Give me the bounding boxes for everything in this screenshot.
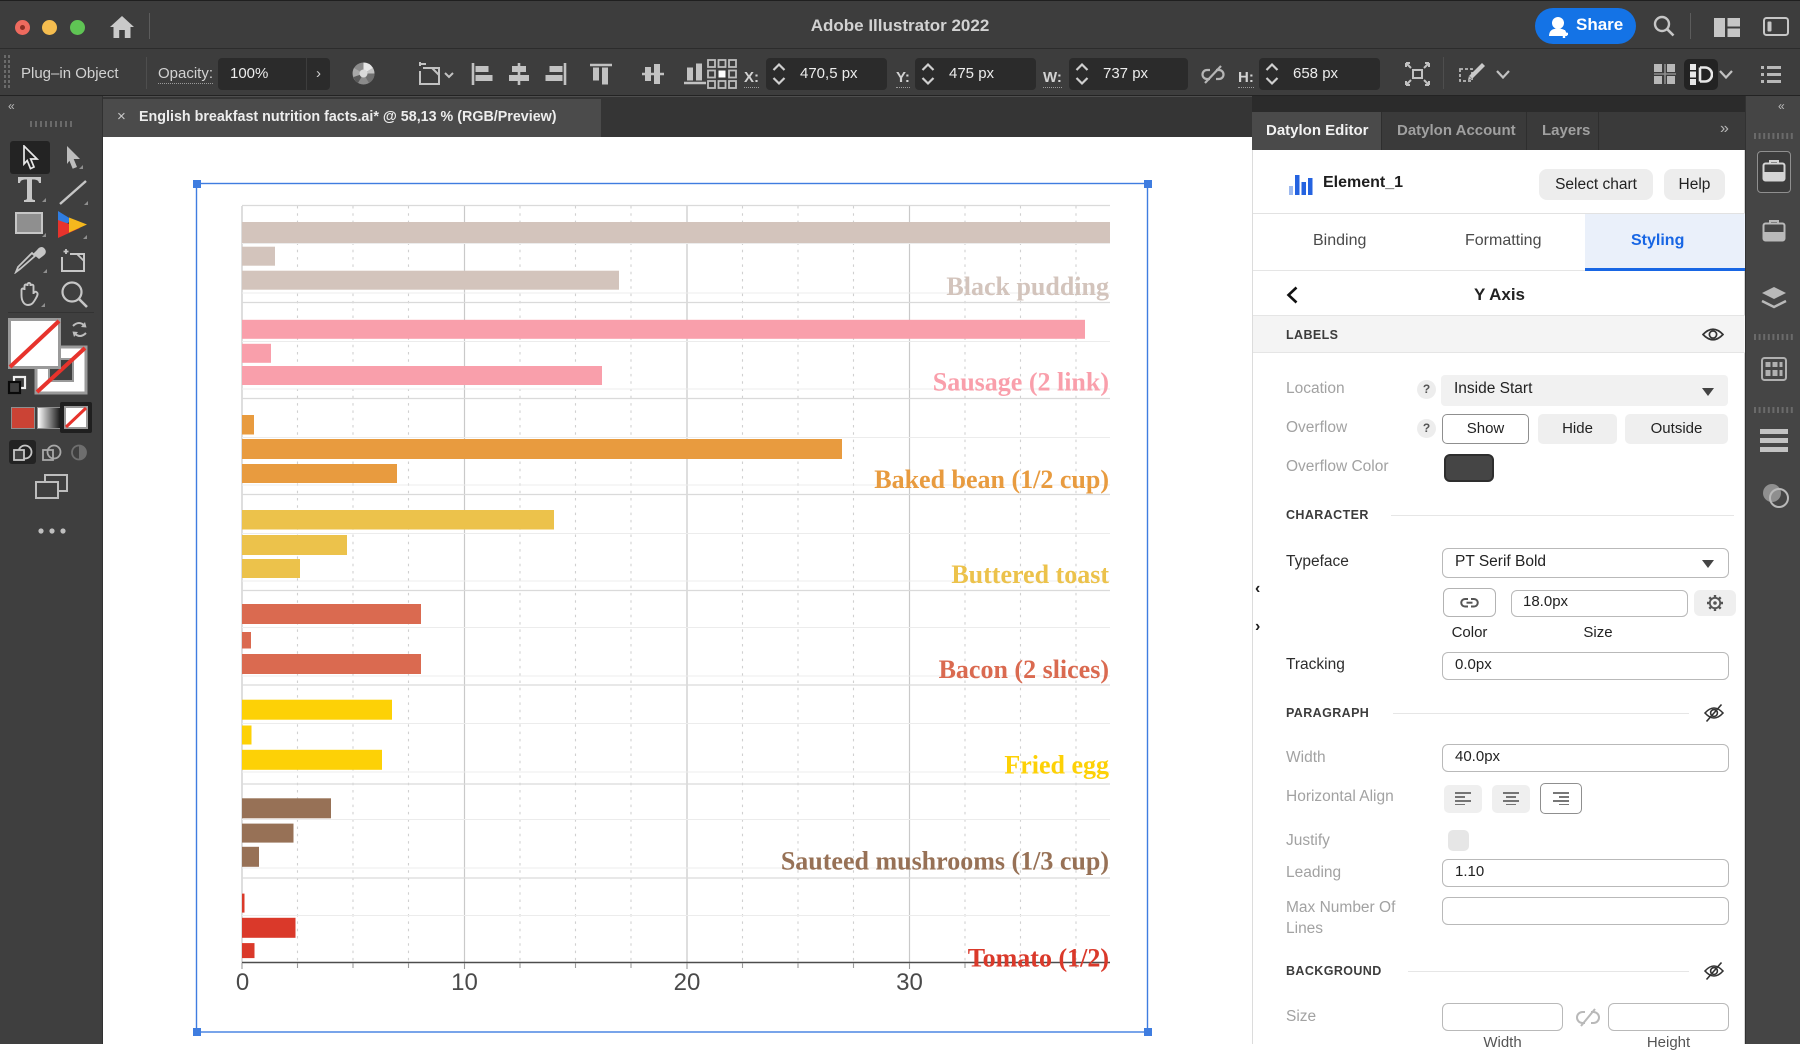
svg-text:Sauteed mushrooms (1/3 cup): Sauteed mushrooms (1/3 cup) [781,847,1109,876]
svg-text:Black pudding: Black pudding [946,272,1109,301]
svg-text:Buttered toast: Buttered toast [951,560,1109,589]
svg-text:0: 0 [236,969,249,996]
svg-text:20: 20 [674,969,701,996]
svg-text:Bacon (2 slices): Bacon (2 slices) [939,655,1109,684]
svg-text:30: 30 [896,969,923,996]
svg-text:10: 10 [451,969,478,996]
svg-text:Sausage (2 link): Sausage (2 link) [933,368,1109,397]
svg-text:Baked bean (1/2 cup): Baked bean (1/2 cup) [874,465,1109,494]
svg-text:Fried egg: Fried egg [1004,751,1109,780]
svg-text:Tomato (1/2): Tomato (1/2) [968,944,1109,973]
